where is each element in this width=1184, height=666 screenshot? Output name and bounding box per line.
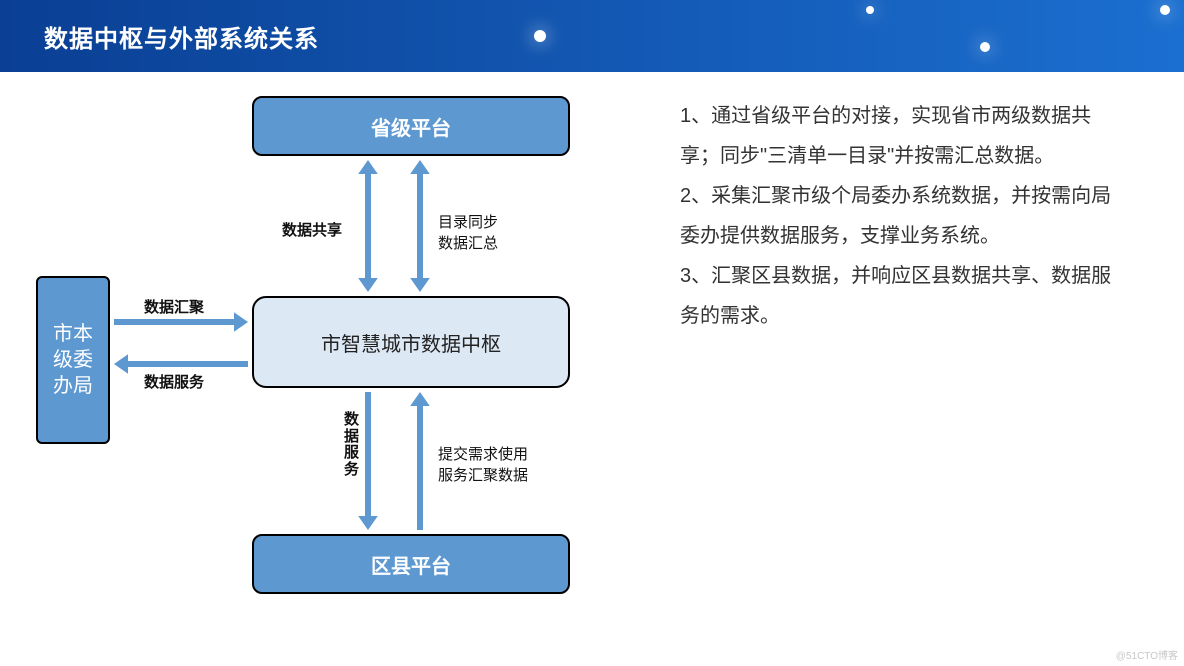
slide-title: 数据中枢与外部系统关系 <box>44 19 319 54</box>
arrow-label-catalog-sync: 目录同步数据汇总 <box>438 212 498 254</box>
node-label: 省级平台 <box>371 112 451 141</box>
node-label: 市智慧城市数据中枢 <box>321 328 501 357</box>
arrow-label-data-aggregate: 数据汇聚 <box>144 297 204 318</box>
node-city-bureaus: 市本级委办局 <box>36 276 110 444</box>
node-city-data-hub: 市智慧城市数据中枢 <box>252 296 570 388</box>
watermark: @51CTO博客 <box>1116 647 1178 662</box>
arrow-label-data-service: 数据服务 <box>144 372 204 393</box>
slide-header: 数据中枢与外部系统关系 <box>0 0 1184 72</box>
arrow-label-data-service-v: 数据服务 <box>344 412 359 478</box>
node-province-platform: 省级平台 <box>252 96 570 156</box>
node-district-platform: 区县平台 <box>252 534 570 594</box>
description-item: 3、汇聚区县数据，并响应区县数据共享、数据服务的需求。 <box>680 256 1120 336</box>
description-item: 2、采集汇聚市级个局委办系统数据，并按需向局委办提供数据服务，支撑业务系统。 <box>680 176 1120 256</box>
arrow-label-data-share: 数据共享 <box>282 220 342 241</box>
slide-body: 省级平台 市智慧城市数据中枢 区县平台 市本级委办局 数据共享 目录同步数据汇总… <box>0 72 1184 666</box>
description-item: 1、通过省级平台的对接，实现省市两级数据共享；同步"三清单一目录"并按需汇总数据… <box>680 96 1120 176</box>
node-label: 区县平台 <box>371 550 451 579</box>
node-label: 市本级委办局 <box>53 321 93 399</box>
arrow-label-submit-demand: 提交需求使用服务汇聚数据 <box>438 444 528 486</box>
description-text: 1、通过省级平台的对接，实现省市两级数据共享；同步"三清单一目录"并按需汇总数据… <box>680 96 1120 336</box>
